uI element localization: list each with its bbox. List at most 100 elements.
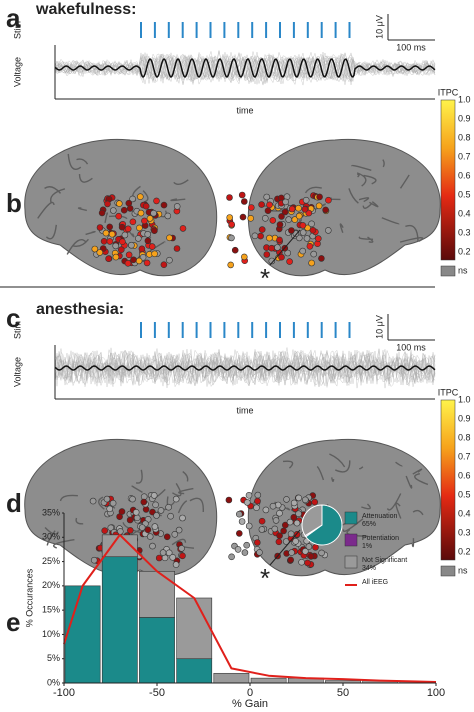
electrode — [276, 221, 284, 228]
electrode — [290, 513, 298, 521]
scale-time: 100 ms — [396, 42, 426, 52]
sulcus — [367, 236, 374, 243]
electrode — [124, 225, 132, 233]
sulcus — [316, 466, 325, 481]
sulcus — [131, 485, 143, 493]
sulcus — [104, 212, 109, 224]
electrode — [282, 198, 289, 206]
electrode — [318, 549, 325, 557]
electrode — [256, 549, 263, 556]
panel-letter: d — [6, 488, 22, 518]
sulcus — [45, 224, 58, 240]
trial-trace — [54, 347, 436, 388]
colorbar-tick-label: 0.6 — [458, 470, 471, 480]
colorbar — [440, 399, 456, 561]
electrode — [236, 530, 243, 537]
electrode — [226, 194, 233, 201]
ns-label: ns — [458, 565, 468, 575]
electrode — [146, 215, 154, 222]
electrode — [307, 553, 315, 560]
sulcus — [50, 188, 66, 204]
electrode — [144, 237, 152, 245]
electrode — [264, 207, 272, 214]
electrode — [118, 223, 126, 231]
electrode — [248, 204, 255, 211]
electrode — [126, 516, 134, 524]
sulcus — [76, 158, 89, 165]
electrode — [258, 226, 266, 233]
electrode — [274, 244, 281, 251]
electrode — [305, 209, 313, 217]
electrode — [106, 505, 113, 513]
electrode — [106, 238, 114, 245]
electrode — [100, 238, 108, 245]
electrode — [129, 218, 137, 226]
average-trace — [54, 365, 436, 371]
electrode — [281, 208, 289, 216]
electrode — [128, 241, 135, 249]
colorbar-title: ITPC — [438, 387, 459, 397]
legend-share: 65% — [362, 521, 376, 528]
electrode — [306, 243, 314, 250]
trial-trace — [54, 350, 436, 386]
electrode — [118, 246, 125, 253]
sulcus — [382, 159, 385, 168]
colorbar-tick-label: 0.9 — [458, 413, 471, 423]
asterisk: * — [260, 263, 270, 293]
line-series — [63, 533, 437, 683]
electrode — [247, 215, 254, 222]
electrode — [228, 234, 235, 242]
colorbar-tick-label: 1.0 — [458, 94, 471, 104]
electrode — [245, 522, 253, 530]
electrode — [153, 512, 160, 519]
electrode — [165, 549, 173, 557]
electrode — [276, 236, 283, 244]
x-tick-label: 50 — [337, 687, 349, 699]
ns-swatch — [440, 265, 456, 277]
scale-time: 100 ms — [396, 342, 426, 352]
pie-slice — [305, 504, 343, 546]
electrode — [160, 201, 168, 209]
asterisk: * — [260, 563, 270, 593]
electrode — [179, 514, 186, 522]
stim-label: Stim — [12, 21, 22, 39]
electrode — [304, 559, 311, 567]
electrode — [258, 201, 265, 208]
sulcus — [85, 230, 96, 236]
colorbar-tick-label: 0.3 — [458, 227, 471, 237]
electrode — [109, 499, 117, 507]
electrode — [308, 220, 315, 228]
electrode — [143, 259, 151, 267]
electrode — [258, 517, 266, 525]
colorbar-tick-label: 0.2 — [458, 546, 471, 556]
ns-swatch — [440, 565, 456, 577]
electrode — [135, 257, 143, 265]
bar-segment — [176, 658, 213, 684]
electrode — [291, 216, 299, 223]
electrode — [226, 214, 233, 221]
panel-letter: a — [6, 3, 21, 33]
electrode — [253, 539, 261, 546]
stim-label: Stim — [12, 321, 22, 339]
sulcus — [342, 518, 364, 532]
x-tick-label: -50 — [149, 687, 165, 699]
sulcus — [363, 174, 377, 185]
electrode — [119, 238, 126, 245]
electrode — [269, 217, 277, 224]
sulcus — [339, 223, 344, 234]
electrode — [262, 506, 270, 514]
electrode — [90, 556, 98, 564]
legend-swatch — [344, 511, 358, 525]
electrode — [172, 561, 180, 568]
electrode — [287, 556, 295, 564]
scale-voltage: 10 μV — [374, 315, 384, 339]
electrode — [140, 498, 148, 506]
trial-trace — [54, 52, 436, 84]
electrode — [314, 235, 322, 242]
sulcus — [361, 503, 371, 510]
electrode — [311, 498, 319, 506]
sulcus — [75, 517, 84, 525]
electrode — [126, 205, 134, 212]
electrode — [173, 245, 181, 252]
electrode — [146, 533, 154, 540]
